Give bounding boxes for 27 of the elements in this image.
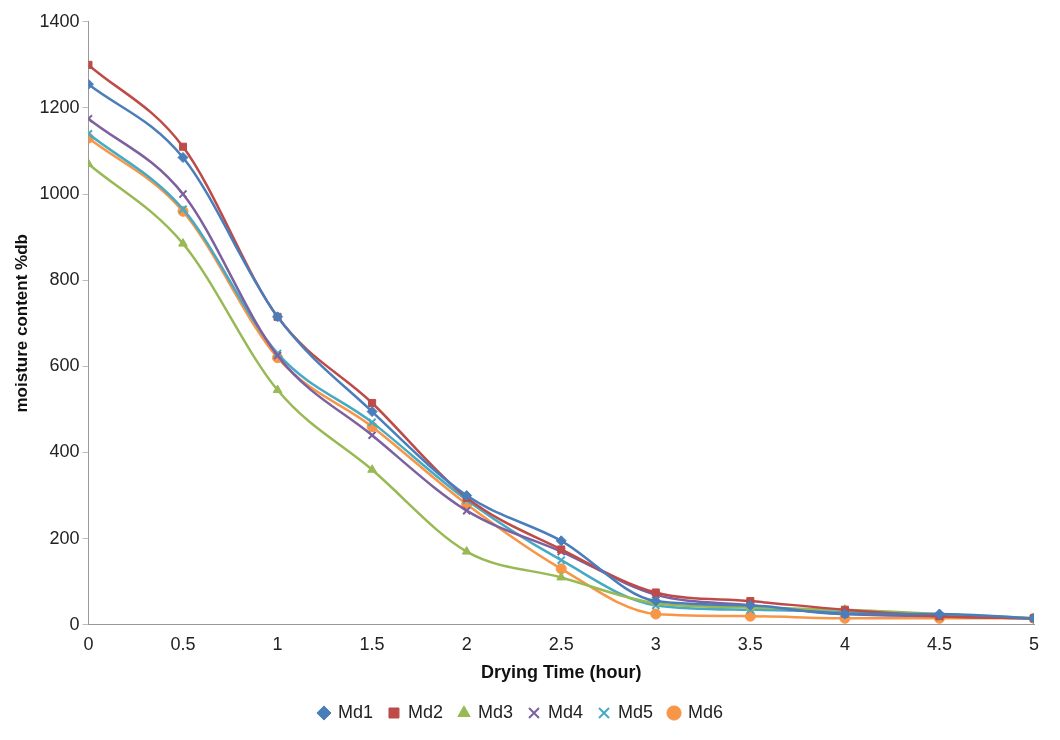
legend-label: Md5	[618, 701, 654, 722]
x-tick-label: 3.5	[737, 633, 763, 654]
y-tick-label: 1200	[39, 96, 80, 117]
x-axis-title: Drying Time (hour)	[480, 662, 642, 683]
legend-label: Md6	[688, 701, 724, 722]
legend-label: Md1	[337, 701, 373, 722]
x-tick-label: 2.5	[548, 633, 574, 654]
x-tick-label: 4.5	[926, 633, 952, 654]
x-tick-label: 3	[650, 633, 661, 654]
y-axis-title: moisture content %db	[11, 234, 31, 413]
x-tick-label: 1	[272, 633, 283, 654]
legend-label: Md2	[407, 701, 443, 722]
y-tick-label: 800	[49, 269, 80, 290]
y-tick-label: 600	[49, 355, 80, 376]
x-tick-label: 5	[1028, 633, 1040, 654]
x-tick-label: 1.5	[359, 633, 385, 654]
y-tick-label: 0	[69, 613, 80, 634]
x-tick-label: 2	[461, 633, 472, 654]
y-tick-label: 400	[49, 441, 80, 462]
y-tick-label: 200	[49, 527, 80, 548]
x-tick-label: 0	[83, 633, 94, 654]
y-tick-label: 1400	[39, 10, 80, 31]
legend-label: Md4	[548, 701, 584, 722]
x-tick-label: 0.5	[170, 633, 196, 654]
legend-label: Md3	[477, 701, 513, 722]
y-tick-label: 1000	[39, 183, 80, 204]
x-tick-label: 4	[839, 633, 850, 654]
